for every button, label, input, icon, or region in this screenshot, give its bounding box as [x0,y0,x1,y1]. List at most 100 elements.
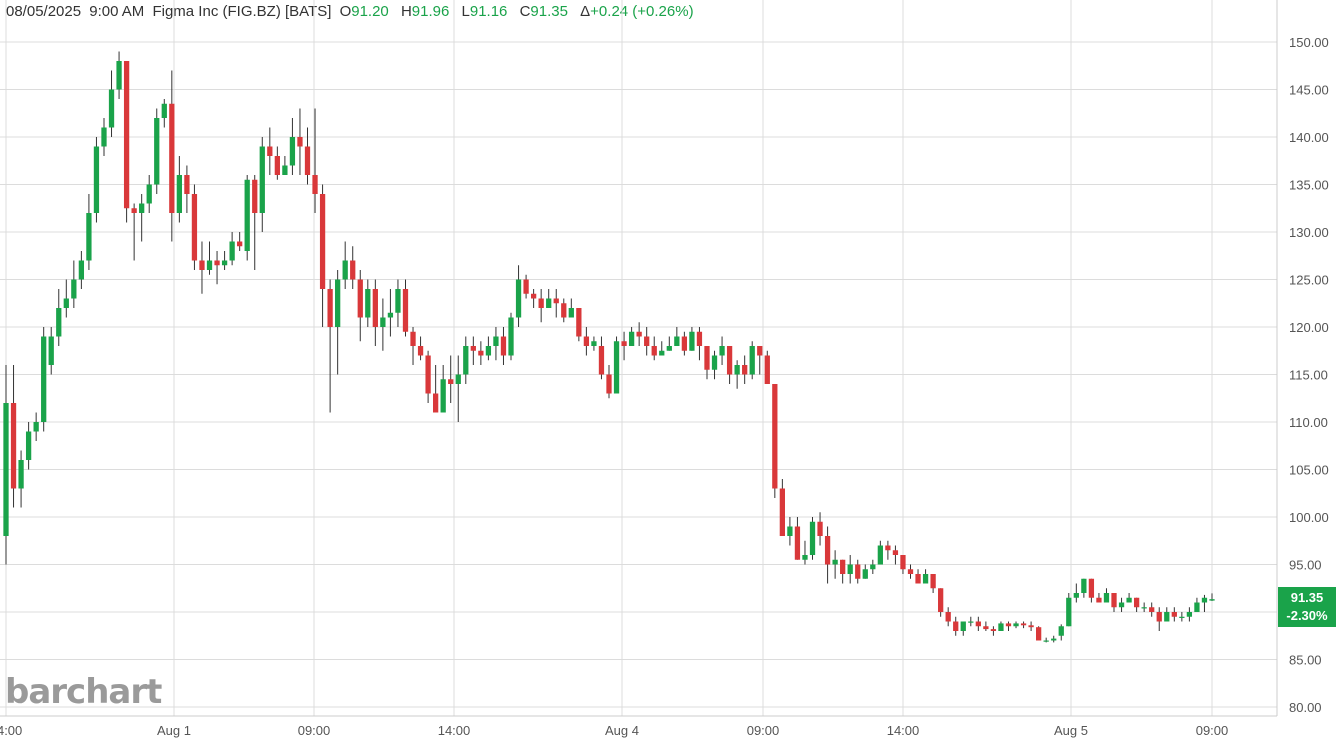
candle [395,279,401,327]
candle [515,265,522,327]
candle-body [1051,638,1057,641]
candle [561,298,567,323]
candle-body [1164,612,1170,622]
last-change-pct: -2.30% [1286,608,1328,623]
candle-body [93,146,100,213]
candle-body [598,346,605,375]
candle [613,336,620,394]
candle-body [123,61,130,209]
candle-body [1133,597,1140,608]
low-label: L [461,3,470,20]
candle [742,355,748,384]
candle [508,312,514,361]
chart-header: 08/05/2025 9:00 AM Figma Inc (FIG.BZ) [B… [6,3,698,20]
candle-body [757,346,763,356]
candle [1156,607,1162,631]
candle [704,346,710,380]
candle [252,175,258,270]
candle-body [779,488,786,536]
candle [598,336,605,380]
candle [546,289,552,308]
candle [651,336,657,361]
candle-body [101,127,107,147]
candle-body [877,545,883,565]
x-tick-label: 09:00 [1196,723,1229,738]
candle [591,336,597,351]
candle [870,559,876,574]
candle-body [78,260,85,280]
candle-body [485,346,492,356]
candle [1088,578,1095,603]
candle-body [523,279,529,294]
candle-body [221,260,228,266]
candle [1043,637,1049,643]
candle [289,118,296,175]
candle-body [154,118,160,185]
candle-body [591,341,597,346]
candle-body [289,137,296,166]
candle-body [915,574,921,584]
low-value: 91.16 [469,3,508,20]
candle [417,336,424,361]
candle [915,569,921,584]
candle-body [666,346,672,351]
y-tick-label: 95.00 [1289,558,1322,573]
candle [335,270,341,375]
candle [312,108,318,213]
candle [282,156,288,175]
candle-body [938,588,944,612]
candle-body [855,564,861,579]
candle [63,279,69,318]
y-tick-label: 100.00 [1289,510,1329,525]
candle-body [764,355,770,384]
high-value: 91.96 [411,3,450,20]
candle [968,616,974,627]
close-value: 91.35 [530,3,568,20]
candle [538,289,544,323]
candle [357,270,363,342]
candle [983,621,989,631]
y-tick-label: 135.00 [1289,178,1329,193]
candle-body [161,103,167,118]
candle-body [3,403,9,536]
candle [764,350,770,384]
candle-body [146,184,152,204]
barchart-logo: barchart [5,672,162,712]
candle [387,289,394,337]
candle [123,61,130,223]
candle [1066,593,1072,627]
candle-body [553,298,559,304]
candle [93,137,100,223]
candle [666,336,672,351]
candle [817,512,823,546]
candle-body [463,346,469,375]
candle-body [1186,612,1193,617]
candle [425,350,431,403]
candle [56,289,62,346]
candle-body [960,621,966,631]
candle-body [1201,597,1208,603]
candle-body [1156,612,1162,622]
candle [568,298,574,318]
candle [824,526,831,584]
change-label: Δ [580,3,591,20]
candle-body [214,260,220,266]
candle [448,355,454,403]
candle-body [975,621,981,627]
candle-body [372,289,378,327]
candle-body [319,194,326,289]
candle [892,545,899,565]
candle-body [922,574,929,584]
candle [719,336,725,365]
candle [1096,593,1102,603]
candle [1171,607,1177,622]
candle-body [18,460,24,489]
candle-body [787,526,793,536]
candle-body [990,629,997,631]
candle-body [25,431,32,460]
candle-body [10,403,17,489]
candle-body [1043,640,1049,642]
candle-body [870,564,876,570]
candle [711,350,718,380]
